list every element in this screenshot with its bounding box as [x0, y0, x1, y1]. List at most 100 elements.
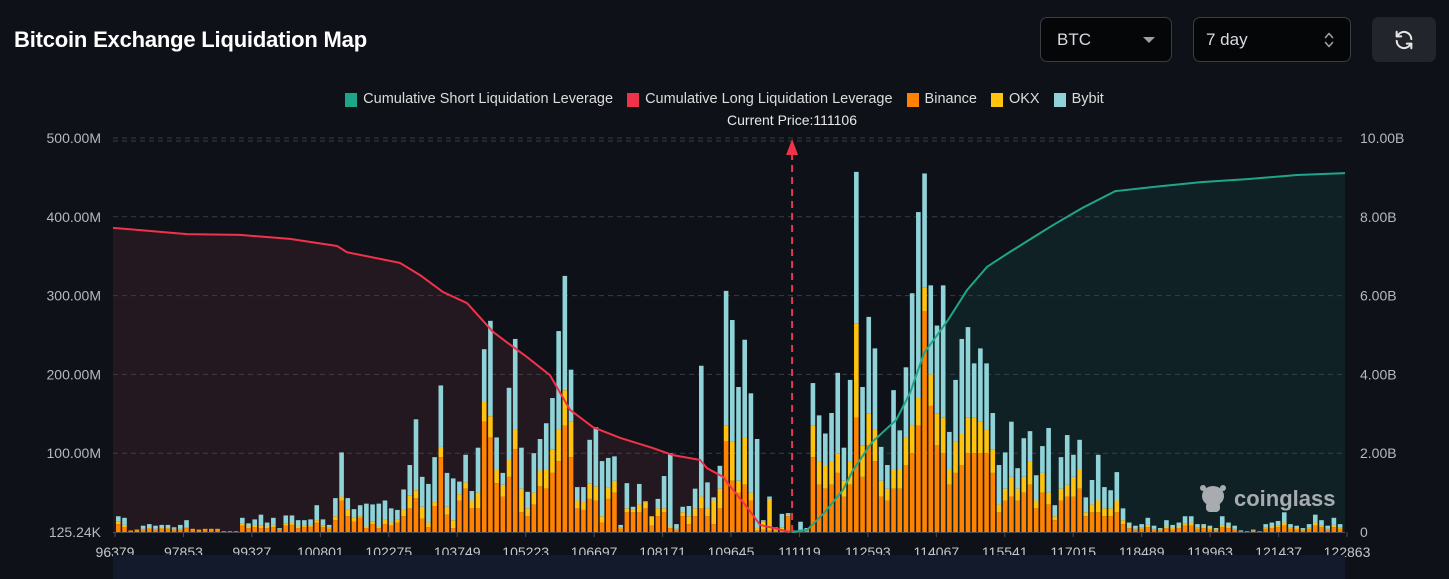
bar-binance [519, 512, 524, 532]
bar-okx [314, 520, 320, 523]
bar-bybit [469, 491, 475, 501]
bar-binance [742, 484, 748, 532]
range-select[interactable]: 7 day [1193, 17, 1351, 62]
bar-bybit [798, 521, 803, 530]
bar-binance [556, 461, 561, 532]
bar-binance [909, 453, 915, 532]
y-right-tick-label: 4.00B [1360, 366, 1397, 382]
bar-bybit [382, 500, 388, 520]
bar-binance [1089, 512, 1095, 532]
bar-bybit [978, 348, 983, 422]
bar-bybit [463, 454, 468, 483]
bar-okx [494, 468, 499, 484]
bar-bybit [147, 524, 152, 529]
legend-item-binance[interactable]: Binance [906, 91, 977, 108]
bar-okx [748, 492, 754, 501]
legend-label: Bybit [1071, 91, 1104, 107]
bar-okx [302, 525, 307, 528]
bar-bybit [1126, 522, 1132, 527]
legend-label: Cumulative Short Liquidation Leverage [363, 91, 614, 107]
bar-okx [1288, 527, 1293, 529]
bar-binance [562, 425, 568, 532]
bar-bybit [1052, 505, 1058, 517]
bar-binance [1325, 529, 1330, 532]
bar-okx [1182, 523, 1188, 526]
coin-select-value: BTC [1057, 29, 1091, 49]
bar-binance [730, 480, 735, 532]
bar-binance [475, 508, 481, 532]
bar-okx [1064, 484, 1070, 497]
bar-binance [605, 498, 611, 532]
bar-bybit [171, 527, 177, 529]
bar-binance [947, 484, 952, 532]
bar-okx [928, 374, 934, 406]
bar-bybit [1281, 512, 1287, 523]
bar-bybit [643, 501, 648, 503]
bar-okx [401, 509, 406, 517]
bar-okx [1095, 500, 1101, 513]
bar-okx [860, 445, 865, 477]
bar-binance [221, 531, 227, 532]
bar-binance [835, 472, 841, 532]
bar-binance [667, 528, 673, 532]
bar-bybit [1064, 435, 1070, 485]
bar-binance [1294, 529, 1299, 532]
refresh-button[interactable] [1372, 17, 1436, 62]
bar-okx [537, 470, 543, 487]
bar-binance [953, 472, 958, 532]
bar-binance [407, 508, 413, 532]
bar-binance [1027, 484, 1033, 532]
bar-okx [543, 468, 549, 489]
bar-okx [711, 500, 716, 525]
bar-okx [829, 461, 834, 485]
bar-binance [698, 508, 704, 532]
bar-binance [1288, 528, 1293, 532]
y-left-tick-label: 125.24K [49, 524, 102, 540]
bar-binance [1312, 525, 1318, 532]
bar-binance [736, 492, 741, 532]
zoom-slider[interactable] [113, 555, 1345, 579]
bar-binance [1052, 520, 1058, 532]
bar-binance [283, 525, 289, 532]
bar-binance [264, 528, 270, 532]
bar-okx [438, 446, 444, 458]
bar-binance [1015, 500, 1020, 532]
bar-bybit [742, 339, 748, 438]
bar-bybit [295, 520, 301, 527]
bar-bybit [767, 496, 772, 499]
bar-okx [1263, 527, 1268, 529]
bar-binance [494, 483, 499, 532]
bar-bybit [370, 504, 375, 522]
bar-bybit [1009, 421, 1014, 477]
bar-binance [990, 472, 996, 532]
bar-binance [388, 525, 394, 532]
bar-binance [426, 527, 431, 532]
bar-bybit [1058, 457, 1064, 489]
bar-okx [388, 522, 394, 526]
bar-okx [947, 468, 952, 485]
bar-binance [240, 525, 245, 532]
bar-bybit [1207, 525, 1213, 529]
legend-item-okx[interactable]: OKX [990, 91, 1040, 108]
bar-okx [897, 468, 903, 489]
bar-bybit [692, 488, 698, 509]
bar-binance [934, 445, 940, 532]
bar-binance [1058, 500, 1064, 532]
bar-okx [1120, 520, 1126, 525]
bar-bybit [333, 498, 338, 517]
bar-okx [568, 421, 574, 458]
bar-bybit [612, 456, 617, 481]
bar-binance [159, 528, 165, 532]
bar-okx [909, 425, 915, 454]
legend-item-cumulative-long-liquidation-leverage[interactable]: Cumulative Long Liquidation Leverage [627, 91, 893, 108]
bar-okx [178, 528, 183, 530]
bar-okx [500, 484, 506, 497]
bar-bybit [1325, 525, 1330, 529]
legend-item-cumulative-short-liquidation-leverage[interactable]: Cumulative Short Liquidation Leverage [345, 91, 613, 108]
legend-item-bybit[interactable]: Bybit [1053, 91, 1104, 108]
coin-select[interactable]: BTC [1040, 17, 1172, 62]
bar-binance [525, 516, 530, 532]
bar-bybit [140, 525, 146, 529]
bar-binance [543, 488, 549, 532]
bar-binance [190, 529, 196, 532]
